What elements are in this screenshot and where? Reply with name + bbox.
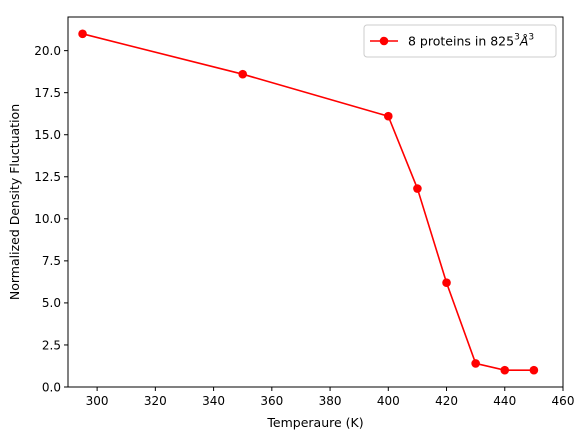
legend: 8 proteins in 8253Å3 [364,25,556,57]
x-axis-label: Temperaure (K) [266,415,363,430]
y-tick-label: 12.5 [34,170,61,184]
x-tick-label: 380 [319,394,342,408]
legend-label-main: 8 proteins in 825 [408,34,514,49]
x-tick-label: 440 [493,394,516,408]
x-tick-label: 360 [260,394,283,408]
x-tick-label: 320 [144,394,167,408]
data-point [530,366,539,375]
x-axis-ticks: 300 320 340 360 380 400 420 440 460 [86,387,575,408]
x-tick-label: 460 [552,394,575,408]
legend-label-angstrom: Å [519,34,529,49]
y-tick-label: 10.0 [34,212,61,226]
y-axis-ticks: 0.0 2.5 5.0 7.5 10.0 12.5 15.0 17.5 20.0 [34,44,68,394]
data-point [384,112,393,121]
y-tick-label: 7.5 [42,254,61,268]
data-point [238,70,247,79]
y-tick-label: 15.0 [34,128,61,142]
data-point [471,359,480,368]
data-point [413,184,422,193]
y-tick-label: 5.0 [42,296,61,310]
data-point [500,366,509,375]
y-tick-label: 0.0 [42,380,61,394]
x-tick-label: 420 [435,394,458,408]
y-tick-label: 2.5 [42,338,61,352]
plot-frame [68,17,563,387]
y-axis-label: Normalized Density Fluctuation [7,104,22,300]
data-point [442,278,451,287]
plot-area [68,17,563,387]
legend-label-sup-2: 3 [528,33,534,43]
data-point [78,30,87,39]
x-tick-label: 300 [86,394,109,408]
legend-marker-swatch [380,37,389,46]
x-tick-label: 340 [202,394,225,408]
y-tick-label: 20.0 [34,44,61,58]
y-tick-label: 17.5 [34,86,61,100]
x-tick-label: 400 [377,394,400,408]
